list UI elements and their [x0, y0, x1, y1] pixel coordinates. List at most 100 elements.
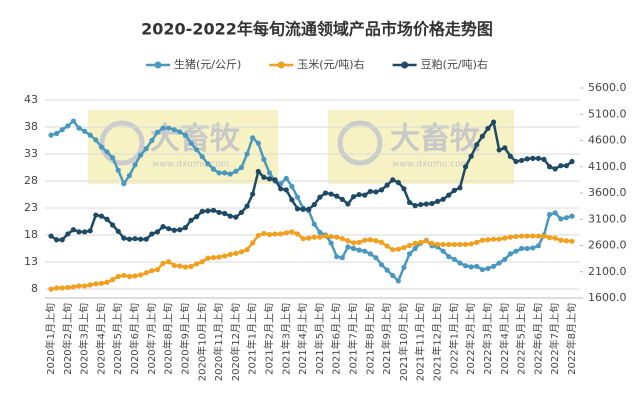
data-point — [502, 145, 508, 151]
x-tick-label: 2022年2月上旬 — [464, 303, 477, 375]
data-point — [356, 191, 362, 198]
data-point — [238, 209, 245, 216]
x-tick-label: 2021年3月上旬 — [279, 303, 292, 375]
data-point — [569, 213, 575, 219]
data-point — [115, 167, 121, 173]
data-point — [227, 171, 233, 177]
y-tick-label: 18 — [24, 228, 38, 241]
data-point — [289, 229, 295, 235]
data-point — [48, 132, 54, 138]
data-point — [110, 222, 116, 228]
data-point — [171, 127, 177, 133]
data-point — [412, 203, 418, 209]
x-tick-label: 2020年3月上旬 — [78, 303, 91, 375]
data-point — [474, 263, 480, 269]
data-point — [541, 233, 547, 239]
data-point — [451, 187, 457, 193]
data-point — [513, 233, 519, 240]
data-point — [362, 248, 368, 254]
data-point — [418, 239, 424, 245]
data-point — [188, 217, 194, 223]
data-point — [339, 236, 345, 242]
data-point — [255, 140, 261, 146]
data-point — [513, 248, 519, 254]
data-point — [250, 191, 256, 197]
data-point — [70, 284, 77, 290]
x-tick-label: 2020年6月上旬 — [128, 303, 141, 375]
data-point — [300, 236, 306, 242]
data-point — [132, 162, 138, 168]
data-point — [306, 235, 312, 241]
data-point — [490, 263, 497, 269]
x-tick-label: 2020年5月上旬 — [111, 303, 124, 375]
x-tick-label: 2022年3月上旬 — [481, 303, 494, 375]
data-point — [188, 140, 194, 146]
data-point — [507, 251, 513, 257]
data-point — [367, 237, 373, 243]
data-point — [530, 155, 536, 161]
legend-label: 生猪(元/公斤) — [174, 57, 241, 71]
data-point — [423, 201, 429, 207]
data-point — [126, 236, 133, 242]
data-point — [541, 156, 547, 162]
data-point — [199, 208, 205, 214]
data-point — [160, 125, 166, 131]
data-point — [289, 183, 295, 189]
data-point — [194, 214, 200, 220]
data-point — [82, 229, 88, 235]
data-point — [166, 259, 172, 265]
data-point — [440, 241, 446, 248]
data-point — [272, 177, 278, 183]
data-point — [401, 264, 407, 270]
data-point — [98, 280, 105, 286]
data-point — [535, 243, 541, 249]
data-point — [76, 125, 82, 131]
data-point — [530, 233, 536, 239]
data-point — [317, 229, 323, 235]
data-point — [70, 118, 77, 124]
data-point — [311, 221, 317, 227]
data-point — [171, 227, 177, 233]
series-line — [50, 119, 573, 241]
data-point — [210, 207, 217, 213]
data-point — [238, 164, 245, 171]
x-tick-label: 2021年12月上旬 — [431, 303, 444, 381]
data-point — [98, 144, 105, 150]
data-point — [479, 266, 485, 273]
data-point — [121, 235, 127, 241]
data-point — [334, 193, 340, 199]
data-point — [563, 215, 569, 221]
data-point — [390, 177, 396, 183]
data-point — [294, 206, 301, 212]
data-point — [457, 241, 463, 248]
data-point — [378, 262, 385, 268]
series — [48, 119, 575, 243]
data-point — [563, 238, 569, 244]
data-point — [328, 191, 334, 197]
data-point — [546, 211, 553, 218]
y-tick-label: 13 — [24, 255, 38, 268]
data-point — [244, 151, 250, 157]
data-point — [166, 226, 172, 232]
x-tick-label: 2020年11月上旬 — [212, 303, 225, 381]
data-point — [434, 198, 441, 204]
data-point — [54, 237, 60, 243]
y-tick-label: 43 — [24, 93, 38, 106]
y-tick-label: 28 — [24, 174, 38, 187]
data-point — [93, 137, 99, 143]
data-point — [233, 214, 239, 220]
data-point — [54, 285, 60, 291]
data-point — [334, 234, 340, 240]
data-point — [98, 213, 105, 219]
data-point — [507, 234, 513, 240]
data-point — [48, 233, 54, 239]
data-point — [182, 132, 189, 138]
data-point — [384, 243, 390, 249]
data-point — [518, 245, 525, 252]
data-point — [238, 249, 245, 255]
data-point — [210, 166, 217, 172]
data-point — [244, 247, 250, 253]
data-point — [149, 231, 155, 237]
data-point — [373, 255, 379, 261]
data-point — [87, 132, 93, 138]
